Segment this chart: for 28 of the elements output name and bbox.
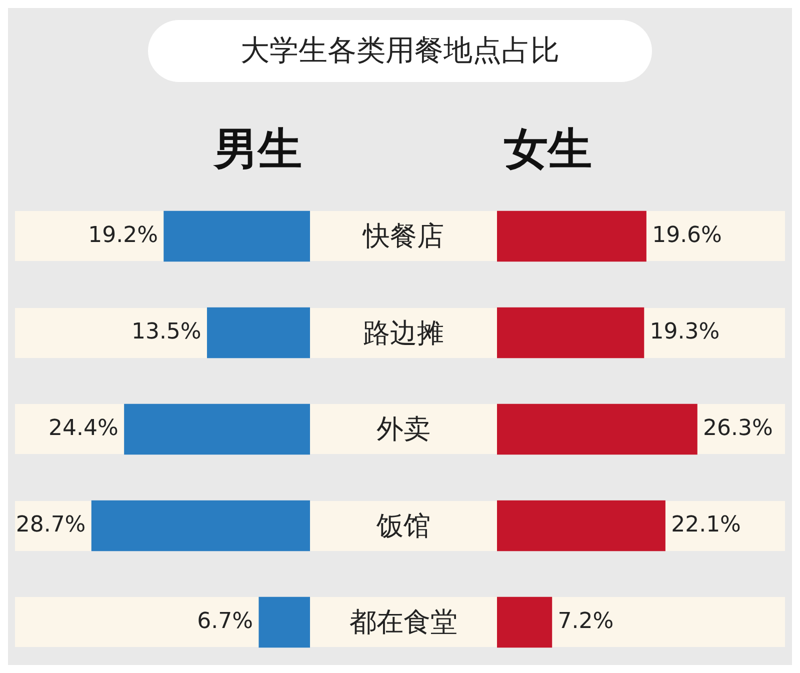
data-label: 28.7% bbox=[16, 512, 86, 538]
data-label: 6.7% bbox=[197, 608, 254, 634]
y-tick-label: 路边摊 bbox=[362, 316, 445, 351]
data-label: 24.4% bbox=[48, 416, 118, 441]
bar bbox=[124, 404, 310, 455]
data-label: 19.6% bbox=[652, 222, 722, 248]
bar bbox=[206, 307, 310, 358]
data-label: 19.2% bbox=[88, 222, 158, 248]
data-label: 22.1% bbox=[671, 512, 741, 538]
bar bbox=[164, 210, 310, 262]
y-tick-label: 外卖 bbox=[376, 413, 432, 448]
bar bbox=[497, 210, 646, 262]
bar bbox=[91, 500, 310, 552]
bar bbox=[497, 307, 644, 358]
bar bbox=[497, 500, 666, 552]
data-label: 26.3% bbox=[703, 416, 773, 441]
y-tick-label: 快餐店 bbox=[361, 220, 445, 254]
data-label: 13.5% bbox=[131, 319, 202, 344]
bar bbox=[497, 404, 698, 455]
data-label: 7.2% bbox=[558, 608, 614, 634]
y-tick-label: 饭馆 bbox=[376, 510, 432, 544]
y-tick-label: 都在食堂 bbox=[348, 606, 458, 640]
series-label: 男生 bbox=[212, 123, 303, 177]
series-label: 女生 bbox=[503, 123, 593, 177]
bar bbox=[258, 596, 310, 648]
text: 大学生各类用餐地点占比 bbox=[148, 20, 652, 82]
data-label: 19.3% bbox=[650, 319, 720, 344]
bar bbox=[497, 596, 552, 648]
